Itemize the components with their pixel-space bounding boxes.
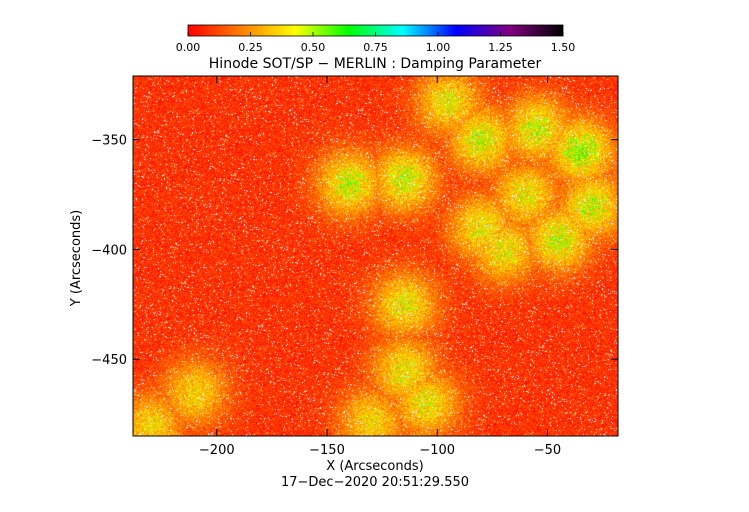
x-axis: −200 −150 −100 −50 (199, 76, 561, 458)
y-tick-label: −400 (91, 243, 127, 258)
y-axis: −350 −400 −450 (91, 134, 618, 368)
x-tick-label: −150 (309, 443, 345, 458)
colorbar-tick-label: 1.50 (551, 41, 576, 54)
colorbar-tick-label: 1.00 (426, 41, 451, 54)
x-tick-label: −50 (534, 443, 561, 458)
x-axis-label: X (Arcseconds) (326, 459, 423, 474)
y-tick-label: −450 (91, 353, 127, 368)
y-tick-label: −350 (91, 134, 127, 149)
colorbar-tick-label: 0.50 (301, 41, 326, 54)
timestamp: 17−Dec−2020 20:51:29.550 (281, 475, 469, 490)
y-axis-label: Y (Arcseconds) (69, 210, 84, 307)
colorbar-ticks: 0.00 0.25 0.50 0.75 1.00 1.25 1.50 (176, 32, 576, 54)
chart-title: Hinode SOT/SP − MERLIN : Damping Paramet… (209, 56, 542, 72)
x-tick-label: −200 (199, 443, 235, 458)
colorbar-tick-label: 1.25 (488, 41, 513, 54)
colorbar-tick-label: 0.00 (176, 41, 201, 54)
colorbar: 0.00 0.25 0.50 0.75 1.00 1.25 1.50 (176, 24, 576, 54)
plot-frame (132, 75, 619, 437)
colorbar-tick-label: 0.75 (363, 41, 388, 54)
heatmap-image (133, 76, 618, 436)
colorbar-tick-label: 0.25 (238, 41, 263, 54)
x-tick-label: −100 (419, 443, 455, 458)
heatmap-canvas (133, 76, 618, 436)
